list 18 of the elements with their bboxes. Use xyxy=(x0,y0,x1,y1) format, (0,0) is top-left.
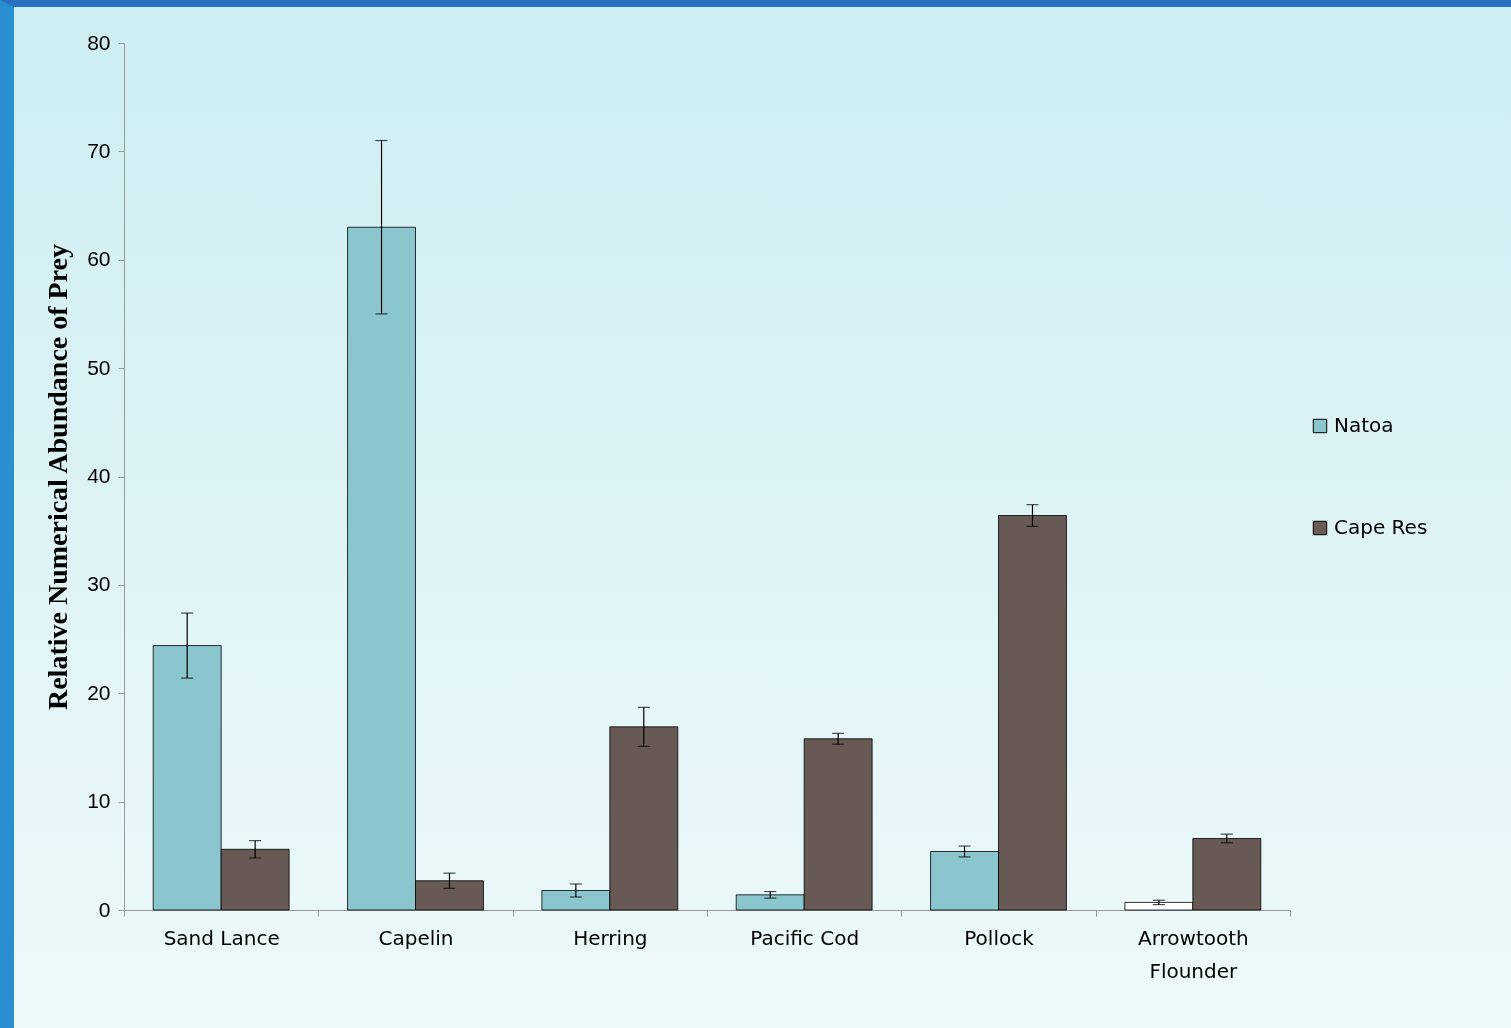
y-axis-title: Relative Numerical Abundance of Prey xyxy=(42,243,74,711)
y-tick-label: 20 xyxy=(87,680,111,704)
legend-label: Natoa xyxy=(1334,413,1394,437)
y-tick-label: 40 xyxy=(87,464,111,487)
x-tick-label: Pollock xyxy=(964,925,1035,950)
y-tick-label: 30 xyxy=(87,572,111,596)
x-tick-label: Herring xyxy=(573,925,648,950)
y-tick-label: 50 xyxy=(87,355,111,379)
x-tick-label: Capelin xyxy=(378,925,454,950)
x-tick-label: Sand Lance xyxy=(163,925,280,950)
x-tick-label: Arrowtooth Flounder xyxy=(1137,925,1249,983)
legend-label: Cape Res xyxy=(1334,515,1428,539)
y-tick-label: 0 xyxy=(98,897,111,921)
y-tick-label: 10 xyxy=(87,789,111,813)
y-tick-label: 60 xyxy=(87,247,111,271)
y-tick-label: 80 xyxy=(87,30,111,54)
x-tick-label: Pacific Cod xyxy=(750,925,860,950)
y-tick-label: 70 xyxy=(87,138,111,162)
